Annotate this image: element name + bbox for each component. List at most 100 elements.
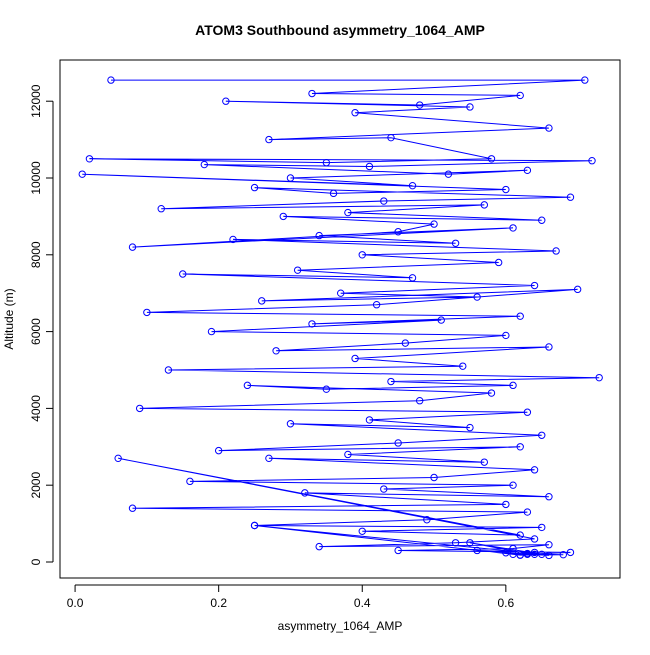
data-point (545, 124, 553, 132)
data-point (509, 550, 517, 559)
data-point (143, 308, 151, 317)
data-point (437, 316, 445, 324)
data-point (272, 347, 280, 355)
data-point (387, 377, 395, 386)
data-point (286, 174, 295, 182)
data-point (408, 181, 417, 190)
data-point (559, 550, 567, 559)
data-point (480, 201, 489, 209)
data-point (545, 551, 553, 560)
data-point (128, 504, 137, 512)
data-point (516, 531, 524, 539)
data-point (523, 550, 532, 558)
data-point (523, 508, 532, 516)
data-point (415, 101, 424, 109)
data-point (265, 454, 273, 463)
data-point (157, 205, 165, 213)
data-point (581, 76, 589, 84)
y-tick-label: 0 (29, 558, 43, 565)
data-point (114, 454, 122, 463)
data-point (78, 170, 86, 178)
data-point (423, 516, 431, 524)
data-point (509, 381, 517, 390)
data-point (502, 500, 510, 509)
data-point (286, 420, 295, 428)
data-point (394, 439, 402, 447)
data-point (523, 166, 532, 175)
data-point (538, 523, 546, 532)
data-point (509, 481, 517, 489)
x-axis-label: asymmetry_1064_AMP (278, 619, 403, 633)
data-point (538, 216, 546, 224)
data-point (186, 477, 194, 486)
data-point (530, 466, 539, 474)
data-point (250, 183, 259, 192)
data-point (344, 450, 352, 459)
x-tick-label: 0.2 (210, 596, 227, 610)
data-point (322, 158, 331, 167)
data-point (200, 160, 209, 169)
data-point (293, 266, 302, 274)
data-point (179, 270, 187, 278)
data-point (380, 197, 388, 205)
data-point (466, 103, 474, 111)
data-point (502, 185, 510, 194)
data-point (265, 135, 273, 144)
data-point (430, 220, 438, 228)
data-point (337, 289, 345, 297)
data-point (394, 228, 402, 236)
data-point (545, 493, 553, 501)
data-point (372, 301, 381, 309)
data-point (222, 97, 230, 105)
data-point (545, 541, 553, 549)
data-point (480, 458, 489, 466)
data-point (473, 293, 481, 301)
y-axis-label: Altitude (m) (2, 288, 16, 349)
data-point (444, 170, 453, 178)
data-point (466, 539, 474, 547)
data-point (502, 331, 510, 340)
data-point (394, 546, 402, 555)
data-point (566, 548, 575, 557)
data-point (279, 212, 287, 221)
data-point (229, 235, 237, 244)
data-point (466, 423, 474, 432)
data-point (128, 243, 137, 251)
data-point (451, 239, 460, 247)
y-tick-label: 8000 (29, 241, 43, 268)
data-point (509, 544, 517, 553)
data-point (573, 285, 582, 294)
x-tick-label: 0.4 (354, 596, 371, 610)
data-point (509, 224, 517, 232)
data-point (351, 354, 359, 363)
data-point (530, 550, 539, 559)
data-point (487, 389, 496, 397)
data-point (207, 327, 216, 336)
data-point (430, 473, 438, 482)
data-point (516, 312, 524, 320)
x-tick-label: 0.6 (498, 596, 515, 610)
y-tick-label: 2000 (29, 472, 43, 499)
data-point (494, 258, 503, 267)
data-point (487, 155, 496, 163)
data-point (451, 539, 460, 547)
data-point (85, 155, 94, 163)
data-point (135, 404, 144, 413)
data-point (530, 535, 539, 543)
data-point (566, 193, 575, 201)
y-tick-label: 6000 (29, 318, 43, 345)
plot-box (59, 59, 621, 579)
data-point (250, 521, 259, 530)
data-point (538, 550, 546, 559)
data-point (415, 397, 424, 405)
data-point (545, 343, 553, 351)
data-point (523, 408, 532, 416)
data-point (530, 548, 539, 557)
data-point (380, 485, 388, 493)
data-point (301, 489, 309, 497)
data-point (308, 89, 316, 98)
data-line (82, 79, 600, 556)
data-point (344, 208, 352, 217)
data-point (552, 247, 560, 255)
x-tick-label: 0.0 (67, 596, 84, 610)
